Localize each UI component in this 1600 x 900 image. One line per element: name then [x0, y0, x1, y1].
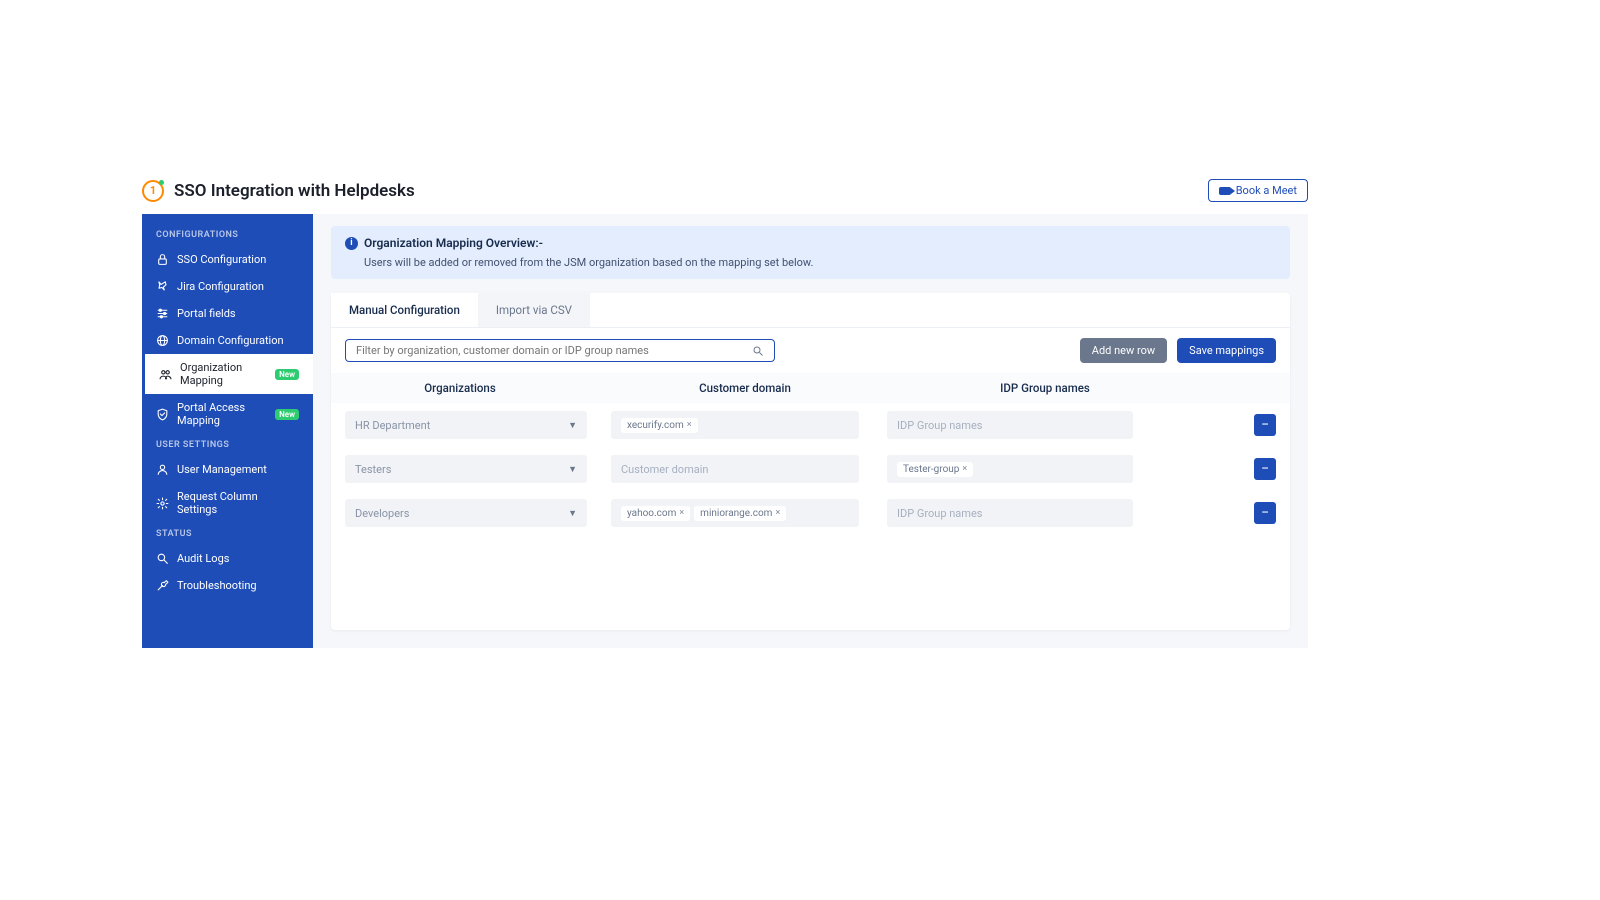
page-title: SSO Integration with Helpdesks [174, 181, 415, 201]
sidebar: CONFIGURATIONS SSO Configuration Jira Conf… [142, 214, 313, 648]
idp-group-input[interactable]: IDP Group names [887, 499, 1133, 527]
sidebar-item-label: SSO Configuration [177, 253, 266, 266]
sidebar-item-label: Request Column Settings [177, 490, 299, 516]
table-row: HR Department ▼ xecurify.com × IDP Group na… [331, 403, 1290, 447]
domain-chip[interactable]: yahoo.com × [621, 506, 690, 521]
delete-row-button[interactable]: − [1254, 502, 1276, 524]
pin-icon [156, 280, 169, 293]
sidebar-item-label: Jira Configuration [177, 280, 264, 293]
idp-chip[interactable]: Tester-group × [897, 462, 973, 477]
chevron-down-icon: ▼ [568, 464, 577, 475]
col-idp-groups: IDP Group names [915, 381, 1175, 395]
sidebar-item-user-management[interactable]: User Management [142, 456, 313, 483]
gear-icon [156, 497, 169, 510]
sidebar-item-audit-logs[interactable]: Audit Logs [142, 545, 313, 572]
search-icon [752, 345, 764, 357]
chevron-down-icon: ▼ [568, 508, 577, 519]
domain-chip[interactable]: xecurify.com × [621, 418, 698, 433]
idp-group-input[interactable]: Tester-group × [887, 455, 1133, 483]
tab-csv[interactable]: Import via CSV [478, 293, 590, 327]
sidebar-section-label: CONFIGURATIONS [142, 224, 313, 246]
new-badge: New [275, 369, 299, 380]
sidebar-item-sso-configuration[interactable]: SSO Configuration [142, 246, 313, 273]
table-row: Developers ▼ yahoo.com × miniorange.com × ID… [331, 491, 1290, 535]
tab-manual[interactable]: Manual Configuration [331, 293, 478, 327]
save-mappings-button[interactable]: Save mappings [1177, 338, 1276, 363]
col-organizations: Organizations [345, 381, 575, 395]
table-body: HR Department ▼ xecurify.com × IDP Group na… [331, 403, 1290, 535]
search-input[interactable] [356, 344, 752, 357]
idp-group-input[interactable]: IDP Group names [887, 411, 1133, 439]
people-icon [159, 368, 172, 381]
sidebar-item-troubleshooting[interactable]: Troubleshooting [142, 572, 313, 599]
header: 1 SSO Integration with Helpdesks Book a … [142, 172, 1308, 214]
shield-icon [156, 408, 169, 421]
globe-icon [156, 334, 169, 347]
close-icon[interactable]: × [687, 420, 692, 430]
sidebar-item-label: User Management [177, 463, 267, 476]
sliders-icon [156, 307, 169, 320]
sidebar-item-portal-fields[interactable]: Portal fields [142, 300, 313, 327]
idp-placeholder: IDP Group names [897, 419, 982, 432]
domain-chip[interactable]: miniorange.com × [694, 506, 786, 521]
sidebar-item-label: Organization Mapping [180, 361, 264, 387]
chevron-down-icon: ▼ [568, 420, 577, 431]
org-select[interactable]: Testers ▼ [345, 455, 587, 483]
domain-placeholder: Customer domain [621, 463, 708, 476]
add-row-button[interactable]: Add new row [1080, 338, 1167, 363]
table-row: Testers ▼ Customer domain Tester-group × − [331, 447, 1290, 491]
notice-title: Organization Mapping Overview:- [364, 236, 543, 250]
sidebar-item-portal-access-mapping[interactable]: Portal Access Mapping New [142, 394, 313, 434]
close-icon[interactable]: × [679, 508, 684, 518]
col-customer-domain: Customer domain [605, 381, 885, 395]
new-badge: New [275, 409, 299, 420]
close-icon[interactable]: × [775, 508, 780, 518]
search-icon [156, 552, 169, 565]
org-select[interactable]: HR Department ▼ [345, 411, 587, 439]
toolbar: Add new row Save mappings [331, 328, 1290, 373]
notice-banner: i Organization Mapping Overview:- Users … [331, 226, 1290, 279]
camera-icon [1219, 187, 1231, 195]
main-content: i Organization Mapping Overview:- Users … [313, 214, 1308, 648]
sidebar-item-label: Audit Logs [177, 552, 229, 565]
table-header: Organizations Customer domain IDP Group … [331, 373, 1290, 403]
wrench-icon [156, 579, 169, 592]
close-icon[interactable]: × [962, 464, 967, 474]
logo-icon: 1 [142, 180, 164, 202]
org-value: HR Department [355, 419, 430, 432]
org-value: Testers [355, 463, 391, 476]
notice-body: Users will be added or removed from the … [345, 256, 1276, 269]
customer-domain-input[interactable]: yahoo.com × miniorange.com × [611, 499, 859, 527]
customer-domain-input[interactable]: xecurify.com × [611, 411, 859, 439]
idp-placeholder: IDP Group names [897, 507, 982, 520]
config-panel: Manual ConfigurationImport via CSV Add n… [331, 293, 1290, 630]
sidebar-item-label: Portal Access Mapping [177, 401, 264, 427]
sidebar-item-request-column-settings[interactable]: Request Column Settings [142, 483, 313, 523]
search-box[interactable] [345, 339, 775, 362]
sidebar-item-label: Portal fields [177, 307, 236, 320]
tabs: Manual ConfigurationImport via CSV [331, 293, 1290, 328]
delete-row-button[interactable]: − [1254, 458, 1276, 480]
delete-row-button[interactable]: − [1254, 414, 1276, 436]
org-value: Developers [355, 507, 409, 520]
customer-domain-input[interactable]: Customer domain [611, 455, 859, 483]
book-meet-label: Book a Meet [1236, 184, 1297, 197]
user-icon [156, 463, 169, 476]
sidebar-item-label: Domain Configuration [177, 334, 284, 347]
sidebar-section-label: USER SETTINGS [142, 434, 313, 456]
book-meet-button[interactable]: Book a Meet [1208, 179, 1308, 202]
info-icon: i [345, 237, 358, 250]
sidebar-item-jira-configuration[interactable]: Jira Configuration [142, 273, 313, 300]
lock-icon [156, 253, 169, 266]
sidebar-item-organization-mapping[interactable]: Organization Mapping New [142, 354, 313, 394]
org-select[interactable]: Developers ▼ [345, 499, 587, 527]
sidebar-item-label: Troubleshooting [177, 579, 257, 592]
sidebar-item-domain-configuration[interactable]: Domain Configuration [142, 327, 313, 354]
sidebar-section-label: STATUS [142, 523, 313, 545]
